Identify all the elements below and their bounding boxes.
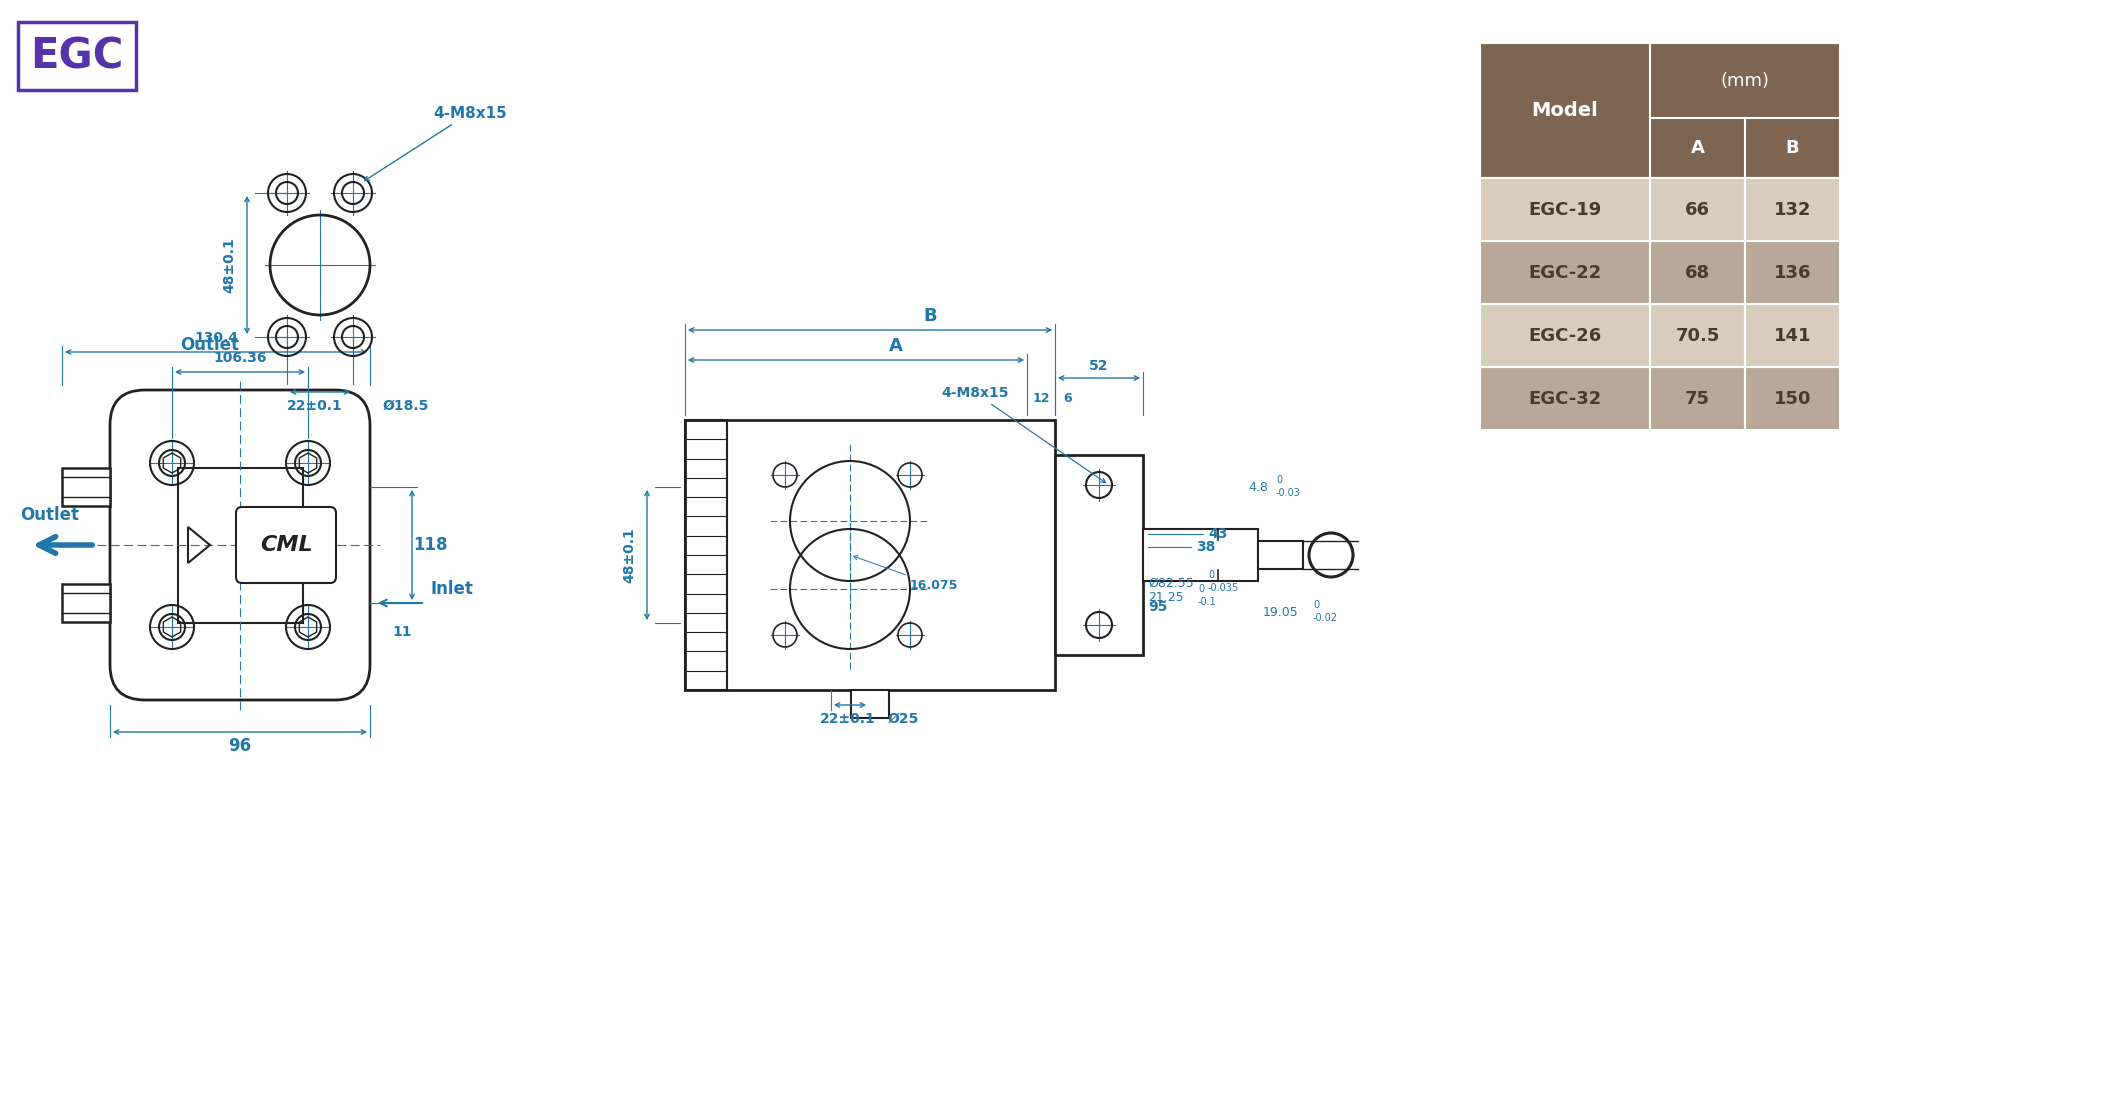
- Text: -0.02: -0.02: [1313, 613, 1338, 623]
- Text: 4.8: 4.8: [1248, 480, 1269, 494]
- Text: 66: 66: [1685, 200, 1711, 218]
- Text: 48±0.1: 48±0.1: [623, 528, 635, 582]
- Text: 12: 12: [1033, 392, 1050, 404]
- Bar: [61, 584, 109, 622]
- Text: Inlet: Inlet: [429, 580, 473, 598]
- Bar: [1650, 367, 1744, 430]
- Text: 150: 150: [1774, 390, 1812, 408]
- Text: Ø82.55: Ø82.55: [1149, 577, 1193, 589]
- Text: EGC-19: EGC-19: [1528, 200, 1601, 218]
- Bar: [1744, 178, 1841, 241]
- Text: 141: 141: [1774, 327, 1812, 345]
- Bar: [1744, 367, 1841, 430]
- Text: 16.075: 16.075: [854, 556, 959, 591]
- Text: 136: 136: [1774, 263, 1812, 281]
- Text: 95: 95: [1149, 600, 1168, 614]
- Bar: [1744, 241, 1841, 304]
- FancyBboxPatch shape: [236, 507, 337, 584]
- Text: 52: 52: [1090, 360, 1109, 373]
- Bar: [1744, 304, 1841, 367]
- Bar: [850, 690, 890, 718]
- Text: 0: 0: [1208, 570, 1214, 580]
- Text: 0: 0: [1313, 599, 1319, 609]
- Text: EGC-26: EGC-26: [1528, 327, 1601, 345]
- Bar: [61, 468, 109, 506]
- Text: EGC: EGC: [29, 35, 124, 77]
- Text: 68: 68: [1685, 263, 1711, 281]
- Text: A: A: [890, 337, 903, 355]
- Text: Model: Model: [1532, 101, 1599, 120]
- Text: 106.36: 106.36: [213, 351, 267, 365]
- FancyBboxPatch shape: [109, 390, 370, 700]
- Text: CML: CML: [259, 535, 311, 556]
- Text: 22±0.1: 22±0.1: [821, 712, 875, 726]
- Text: EGC-22: EGC-22: [1528, 263, 1601, 281]
- Text: Outlet: Outlet: [181, 336, 240, 354]
- Text: 96: 96: [229, 737, 252, 755]
- Bar: [1479, 43, 1841, 178]
- Bar: [1479, 367, 1650, 430]
- Text: -0.035: -0.035: [1208, 584, 1239, 592]
- Bar: [1142, 529, 1258, 581]
- Text: -0.03: -0.03: [1275, 487, 1300, 497]
- Bar: [177, 467, 303, 623]
- Text: 11: 11: [391, 625, 412, 640]
- Text: 132: 132: [1774, 200, 1812, 218]
- Text: A: A: [1690, 139, 1704, 157]
- Text: 38: 38: [1195, 540, 1216, 554]
- Text: 75: 75: [1685, 390, 1711, 408]
- Bar: [1479, 304, 1650, 367]
- Bar: [1054, 455, 1142, 655]
- Bar: [686, 420, 1054, 690]
- Text: 70.5: 70.5: [1675, 327, 1719, 345]
- Text: Outlet: Outlet: [21, 506, 80, 524]
- Bar: [1650, 304, 1744, 367]
- Text: 19.05: 19.05: [1262, 606, 1298, 619]
- Bar: [1258, 541, 1302, 569]
- Bar: [686, 420, 728, 690]
- Text: 43: 43: [1208, 528, 1227, 541]
- Bar: [19, 22, 137, 90]
- Text: 48±0.1: 48±0.1: [223, 237, 236, 292]
- Text: 130.4: 130.4: [194, 332, 238, 345]
- Text: B: B: [924, 307, 936, 325]
- Text: 21.25: 21.25: [1149, 590, 1185, 604]
- Text: -0.1: -0.1: [1197, 597, 1216, 607]
- Bar: [1650, 241, 1744, 304]
- Text: Ø25: Ø25: [888, 712, 919, 726]
- Text: 118: 118: [412, 536, 448, 554]
- Text: EGC-32: EGC-32: [1528, 390, 1601, 408]
- Text: 4-M8x15: 4-M8x15: [364, 105, 507, 180]
- Text: B: B: [1786, 139, 1799, 157]
- Bar: [1479, 178, 1650, 241]
- Text: 4-M8x15: 4-M8x15: [940, 386, 1105, 483]
- Bar: [1650, 178, 1744, 241]
- Text: Ø18.5: Ø18.5: [383, 399, 429, 413]
- Text: 0: 0: [1275, 475, 1281, 485]
- Text: 22±0.1: 22±0.1: [286, 399, 343, 413]
- Text: 6: 6: [1063, 392, 1071, 404]
- Text: 0: 0: [1197, 584, 1203, 594]
- Text: (mm): (mm): [1721, 72, 1769, 90]
- Bar: [1479, 241, 1650, 304]
